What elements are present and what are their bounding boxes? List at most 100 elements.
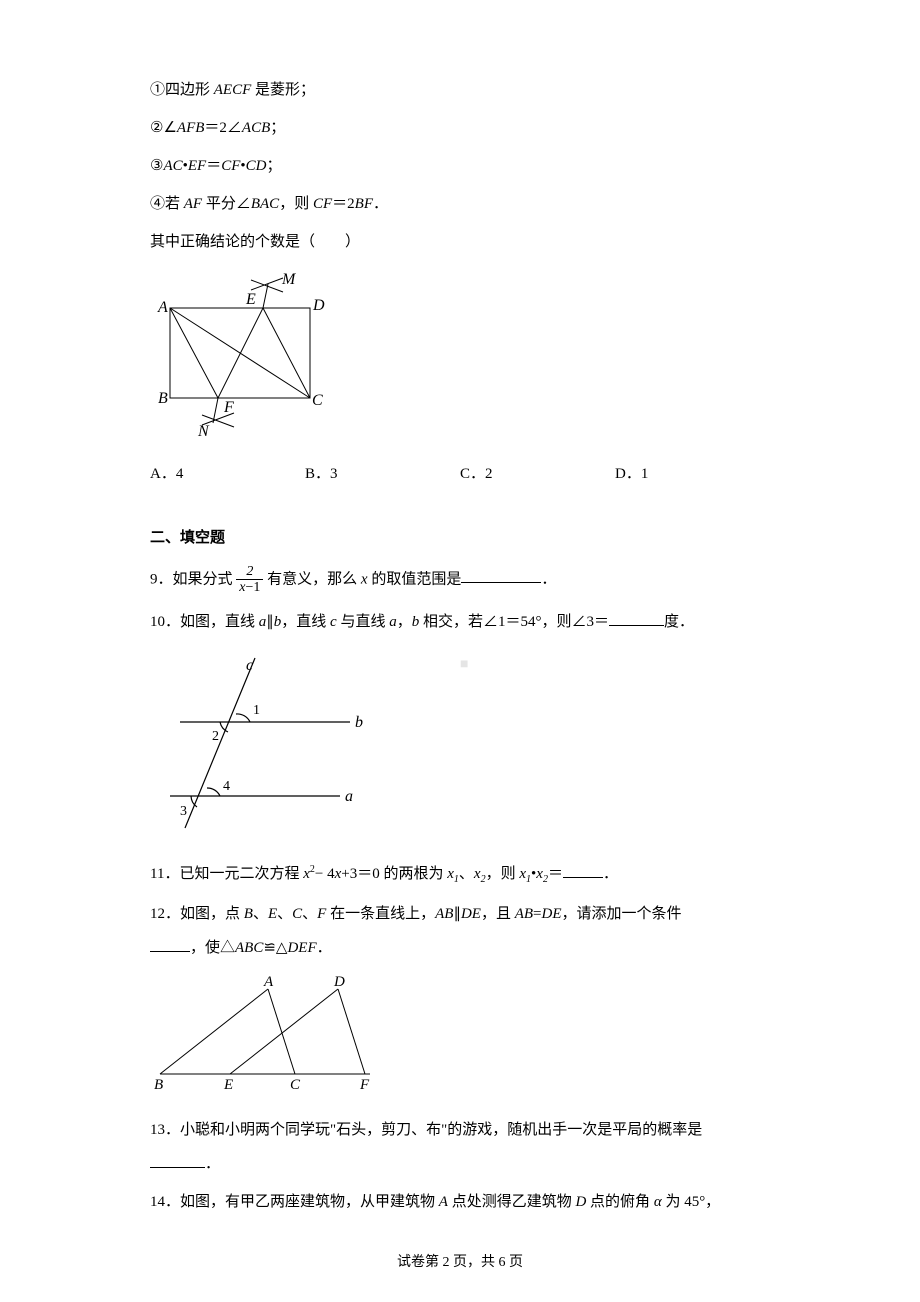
lbl-2: 2 bbox=[212, 729, 219, 744]
q8-conclusion: 其中正确结论的个数是（ ） bbox=[150, 230, 770, 254]
var: C bbox=[292, 906, 302, 922]
var: CD bbox=[246, 158, 267, 174]
txt: 度． bbox=[664, 614, 694, 630]
txt: 、 bbox=[277, 906, 292, 922]
lbl-N: N bbox=[197, 423, 210, 438]
q13-line2: ． bbox=[150, 1152, 770, 1176]
lbl-b: b bbox=[355, 714, 363, 731]
opt-a: A．4 bbox=[150, 462, 305, 486]
var: AC bbox=[163, 158, 182, 174]
blank bbox=[563, 863, 603, 878]
txt: ，则 bbox=[486, 866, 520, 882]
txt: ①四边形 bbox=[150, 82, 214, 98]
q8-stmt3: ③AC•EF＝CF•CD； bbox=[150, 154, 770, 178]
var: BF bbox=[355, 196, 373, 212]
q8-stmt4: ④若 AF 平分∠BAC，则 CF＝2BF． bbox=[150, 192, 770, 216]
txt: ， bbox=[397, 614, 412, 630]
txt: ，请添加一个条件 bbox=[562, 906, 682, 922]
opt-d: D．1 bbox=[615, 462, 770, 486]
var: c bbox=[330, 614, 337, 630]
txt: 的取值范围是 bbox=[368, 571, 462, 587]
txt: ＝ bbox=[206, 158, 221, 174]
var: CF bbox=[313, 196, 332, 212]
q10: 10．如图，直线 a∥b，直线 c 与直线 a，b 相交，若∠1＝54°，则∠3… bbox=[150, 610, 770, 634]
txt: ； bbox=[267, 158, 282, 174]
lbl-A: A bbox=[157, 299, 168, 316]
q8-stmt2: ②∠AFB＝2∠ACB； bbox=[150, 116, 770, 140]
txt: 为 45°， bbox=[662, 1194, 721, 1210]
var: D bbox=[575, 1194, 586, 1210]
q8-options: A．4 B．3 C．2 D．1 bbox=[150, 462, 770, 486]
var-afb: AFB bbox=[177, 120, 205, 136]
lbl-E: E bbox=[245, 291, 256, 308]
q13-line1: 13．小聪和小明两个同学玩"石头，剪刀、布"的游戏，随机出手一次是平局的概率是 bbox=[150, 1118, 770, 1142]
var: F bbox=[317, 906, 326, 922]
lbl-3: 3 bbox=[180, 804, 187, 819]
var: x bbox=[447, 866, 454, 882]
q11: 11．已知一元二次方程 x2− 4x+3＝0 的两根为 x1、x2，则 x1•x… bbox=[150, 862, 770, 888]
txt: ，则 bbox=[279, 196, 313, 212]
txt: ＝2 bbox=[332, 196, 355, 212]
txt: ，直线 bbox=[281, 614, 330, 630]
blank bbox=[461, 568, 541, 583]
lbl-4: 4 bbox=[223, 779, 230, 794]
lbl-F: F bbox=[223, 399, 234, 416]
lbl-1: 1 bbox=[253, 703, 260, 718]
var: AB bbox=[515, 906, 533, 922]
txt: −1 bbox=[245, 580, 260, 595]
var: x bbox=[474, 866, 481, 882]
txt: ②∠ bbox=[150, 120, 177, 136]
fraction: 2x−1 bbox=[236, 564, 263, 596]
var: α bbox=[654, 1194, 662, 1210]
var: DE bbox=[542, 906, 562, 922]
lbl-E: E bbox=[223, 1077, 233, 1093]
q12-line1: 12．如图，点 B、E、C、F 在一条直线上，AB∥DE，且 AB=DE，请添加… bbox=[150, 902, 770, 926]
txt: 有意义，那么 bbox=[263, 571, 361, 587]
var-acb: ACB bbox=[242, 120, 270, 136]
txt: ＝2∠ bbox=[204, 120, 242, 136]
txt: ． bbox=[541, 571, 556, 587]
txt: ； bbox=[270, 120, 285, 136]
txt: ④若 bbox=[150, 196, 184, 212]
txt: ≌△ bbox=[263, 940, 287, 956]
var: x bbox=[303, 866, 310, 882]
txt: 10．如图，直线 bbox=[150, 614, 259, 630]
den: x−1 bbox=[236, 580, 263, 595]
var: ABC bbox=[235, 940, 263, 956]
lbl-A: A bbox=[263, 974, 274, 990]
txt: ，使△ bbox=[190, 940, 235, 956]
lbl-D: D bbox=[312, 297, 325, 314]
var-aecf: AECF bbox=[214, 82, 252, 98]
var: EF bbox=[188, 158, 206, 174]
lbl-B: B bbox=[158, 390, 168, 407]
txt: ③ bbox=[150, 158, 163, 174]
q14: 14．如图，有甲乙两座建筑物，从甲建筑物 A 点处测得乙建筑物 D 点的俯角 α… bbox=[150, 1190, 770, 1214]
var: AF bbox=[184, 196, 202, 212]
txt: 相交，若∠1＝54°，则∠3＝ bbox=[419, 614, 609, 630]
lbl-B: B bbox=[154, 1077, 163, 1093]
blank bbox=[609, 611, 664, 626]
var: BAC bbox=[251, 196, 279, 212]
q12-figure: A D B E C F bbox=[150, 974, 770, 1102]
var: A bbox=[439, 1194, 448, 1210]
lbl-C: C bbox=[290, 1077, 301, 1093]
txt: ＝ bbox=[548, 866, 563, 882]
txt: 9．如果分式 bbox=[150, 571, 236, 587]
num: 2 bbox=[236, 564, 263, 580]
txt: ． bbox=[373, 196, 388, 212]
txt: 在一条直线上， bbox=[326, 906, 435, 922]
txt: 、 bbox=[459, 866, 474, 882]
txt: ∥ bbox=[266, 614, 274, 630]
txt: ∥ bbox=[453, 906, 461, 922]
txt: ，且 bbox=[481, 906, 515, 922]
var: x bbox=[361, 571, 368, 587]
txt: − 4 bbox=[315, 866, 335, 882]
lbl-c: c bbox=[246, 657, 253, 674]
txt: = bbox=[533, 906, 541, 922]
txt: ． bbox=[317, 940, 332, 956]
var: DE bbox=[461, 906, 481, 922]
opt-c: C．2 bbox=[460, 462, 615, 486]
txt: 12．如图，点 bbox=[150, 906, 244, 922]
txt: 11．已知一元二次方程 bbox=[150, 866, 303, 882]
lbl-F: F bbox=[359, 1077, 370, 1093]
